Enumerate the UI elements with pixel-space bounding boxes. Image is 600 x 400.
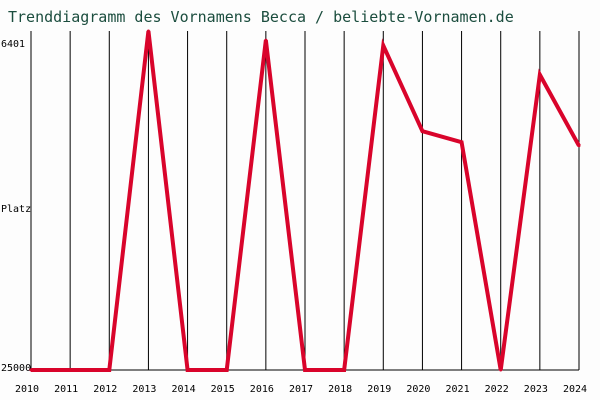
x-tick-label-2020: 2020 [406,384,430,395]
data-point-2021 [460,140,464,144]
y-axis-top-label: 6401 [1,39,25,50]
data-point-2017 [303,368,307,372]
data-point-2015 [225,368,229,372]
x-tick-label-2021: 2021 [446,384,470,395]
series-group [29,29,581,372]
data-point-2011 [68,368,72,372]
x-tick-labels: 2010 2011 2012 2013 2014 2015 2016 2017 2018 2019… [15,384,587,395]
data-point-2024 [577,144,581,148]
x-tick-label-2024: 2024 [563,384,587,395]
x-tick-label-2012: 2012 [93,384,117,395]
data-point-2013 [146,29,150,33]
data-point-2016 [264,38,268,42]
x-tick-label-2017: 2017 [289,384,313,395]
x-tick-label-2019: 2019 [367,384,391,395]
y-axis-label: Platz [1,204,31,215]
y-axis-bottom-label: 25000 [1,363,31,374]
x-tick-label-2015: 2015 [211,384,235,395]
data-point-2019 [381,44,385,48]
chart-title: Trenddiagramm des Vornamens Becca / beli… [8,8,514,26]
x-tick-label-2013: 2013 [132,384,156,395]
x-tick-label-2011: 2011 [54,384,78,395]
x-tick-label-2016: 2016 [250,384,274,395]
data-point-2023 [538,73,542,77]
data-point-2010 [29,368,33,372]
data-point-2020 [420,129,424,133]
x-tick-label-2010: 2010 [15,384,39,395]
grid-lines [30,31,580,371]
x-tick-label-2014: 2014 [172,384,196,395]
data-point-2012 [107,368,111,372]
x-tick-label-2018: 2018 [328,384,352,395]
x-tick-label-2023: 2023 [524,384,548,395]
data-point-2022 [499,368,503,372]
x-tick-label-2022: 2022 [485,384,509,395]
data-point-2018 [342,368,346,372]
data-point-2014 [186,368,190,372]
